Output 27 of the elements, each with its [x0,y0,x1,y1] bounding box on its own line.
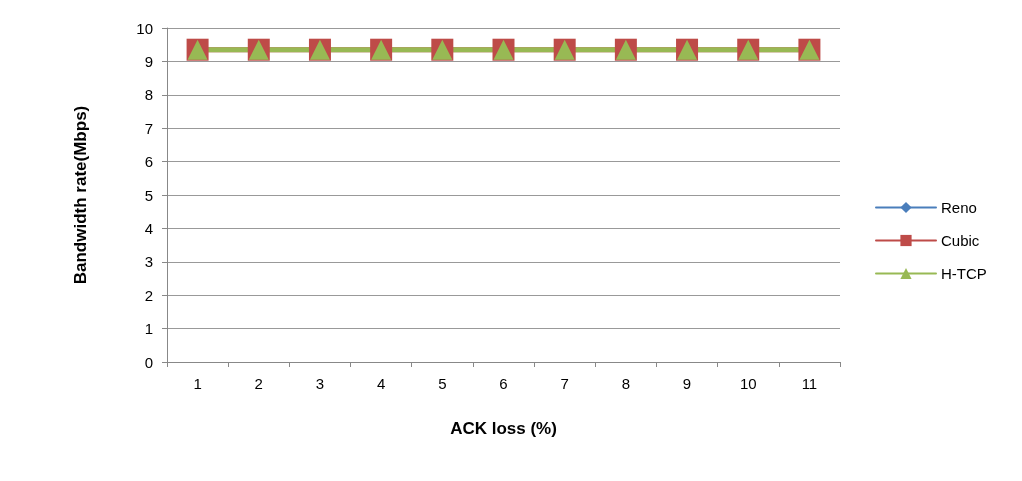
y-tick-label: 0 [144,353,153,371]
legend-label: Reno [941,199,977,216]
y-tick-label: 5 [144,186,153,204]
y-tick-label: 10 [136,19,153,37]
y-tick-label: 6 [144,153,153,171]
x-tick-label: 3 [315,375,325,392]
y-tick-label: 9 [144,52,153,70]
x-tick-label: 11 [801,375,818,392]
x-tick-label: 8 [621,375,631,392]
legend-label: H-TCP [941,265,987,282]
y-tick-label: 7 [144,119,153,137]
x-tick-label: 6 [499,375,508,392]
x-tick-label: 9 [682,375,692,392]
y-axis-title: Bandwidth rate(Mbps) [71,105,90,285]
x-tick-label: 1 [193,375,202,392]
x-tick-label: 4 [376,375,386,392]
legend-label: Cubic [941,232,980,249]
x-tick-label: 10 [739,375,757,392]
x-tick-label: 7 [560,375,569,392]
x-tick-label: 2 [254,375,263,392]
y-tick-label: 3 [144,253,153,271]
y-tick-label: 4 [144,219,153,237]
y-tick-label: 1 [144,320,153,338]
y-tick-label: 8 [144,86,153,104]
x-tick-label: 5 [438,375,447,392]
x-axis-title: ACK loss (%) [450,419,557,438]
y-tick-label: 2 [144,286,153,304]
